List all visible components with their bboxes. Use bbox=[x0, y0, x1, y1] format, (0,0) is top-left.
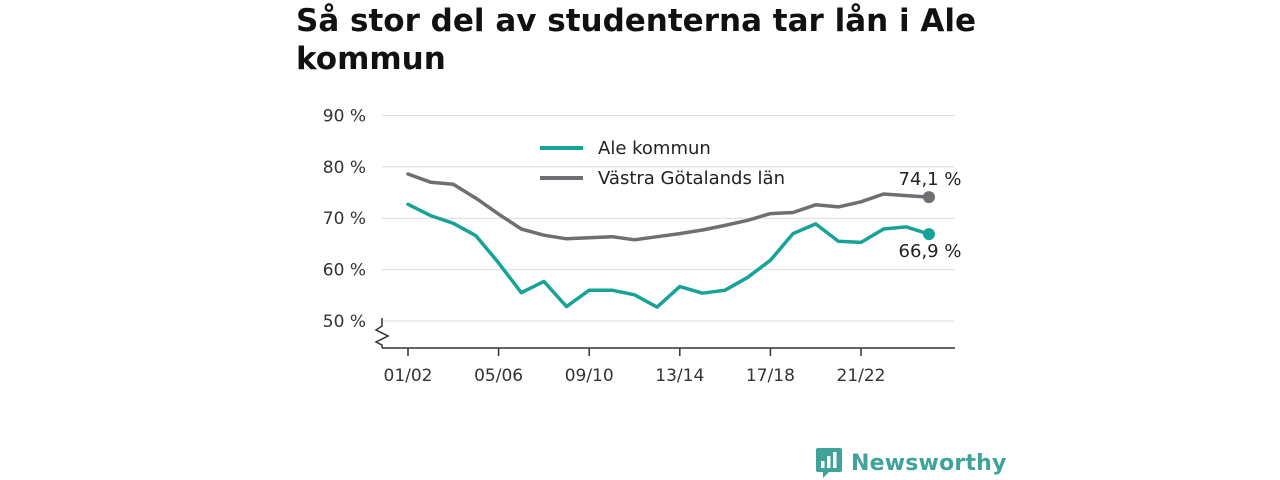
end-value-label-1: 74,1 % bbox=[899, 169, 962, 190]
x-tick-label: 21/22 bbox=[837, 366, 886, 386]
x-axis-ticks: 01/02 05/06 09/10 13/14 17/18 21/22 bbox=[384, 348, 886, 386]
y-axis-ticks: 50 % 60 % 70 % 80 % 90 % bbox=[323, 106, 366, 332]
x-tick-label: 13/14 bbox=[655, 366, 704, 386]
series-line-0 bbox=[406, 202, 931, 309]
chart-title: Så stor del av studenterna tar lån i Ale… bbox=[296, 3, 977, 77]
end-value-label-0: 66,9 % bbox=[899, 241, 962, 262]
y-tick-label: 90 % bbox=[323, 106, 366, 126]
brand: Newsworthy bbox=[815, 446, 1007, 480]
y-axis-break bbox=[374, 318, 390, 348]
y-tick-label: 50 % bbox=[323, 312, 366, 332]
x-tick-label: 01/02 bbox=[384, 366, 433, 386]
x-tick-label: 17/18 bbox=[746, 366, 795, 386]
x-tick-label: 05/06 bbox=[474, 366, 523, 386]
y-tick-label: 70 % bbox=[323, 209, 366, 229]
series-end-point-1 bbox=[922, 191, 935, 204]
series-line-1 bbox=[406, 172, 931, 242]
series-lines: 74,1 % 66,9 % bbox=[406, 169, 962, 309]
newsworthy-logo-icon bbox=[816, 448, 842, 478]
axes bbox=[374, 318, 955, 349]
x-tick-label: 09/10 bbox=[565, 366, 614, 386]
legend: Ale kommun Västra Götalands län bbox=[540, 138, 785, 189]
y-tick-label: 80 % bbox=[323, 158, 366, 178]
legend-label: Västra Götalands län bbox=[598, 168, 785, 189]
legend-label: Ale kommun bbox=[598, 138, 711, 159]
series-end-point-0 bbox=[922, 228, 935, 241]
gridlines bbox=[382, 114, 955, 322]
y-tick-label: 60 % bbox=[323, 261, 366, 281]
brand-name: Newsworthy bbox=[851, 450, 1007, 476]
